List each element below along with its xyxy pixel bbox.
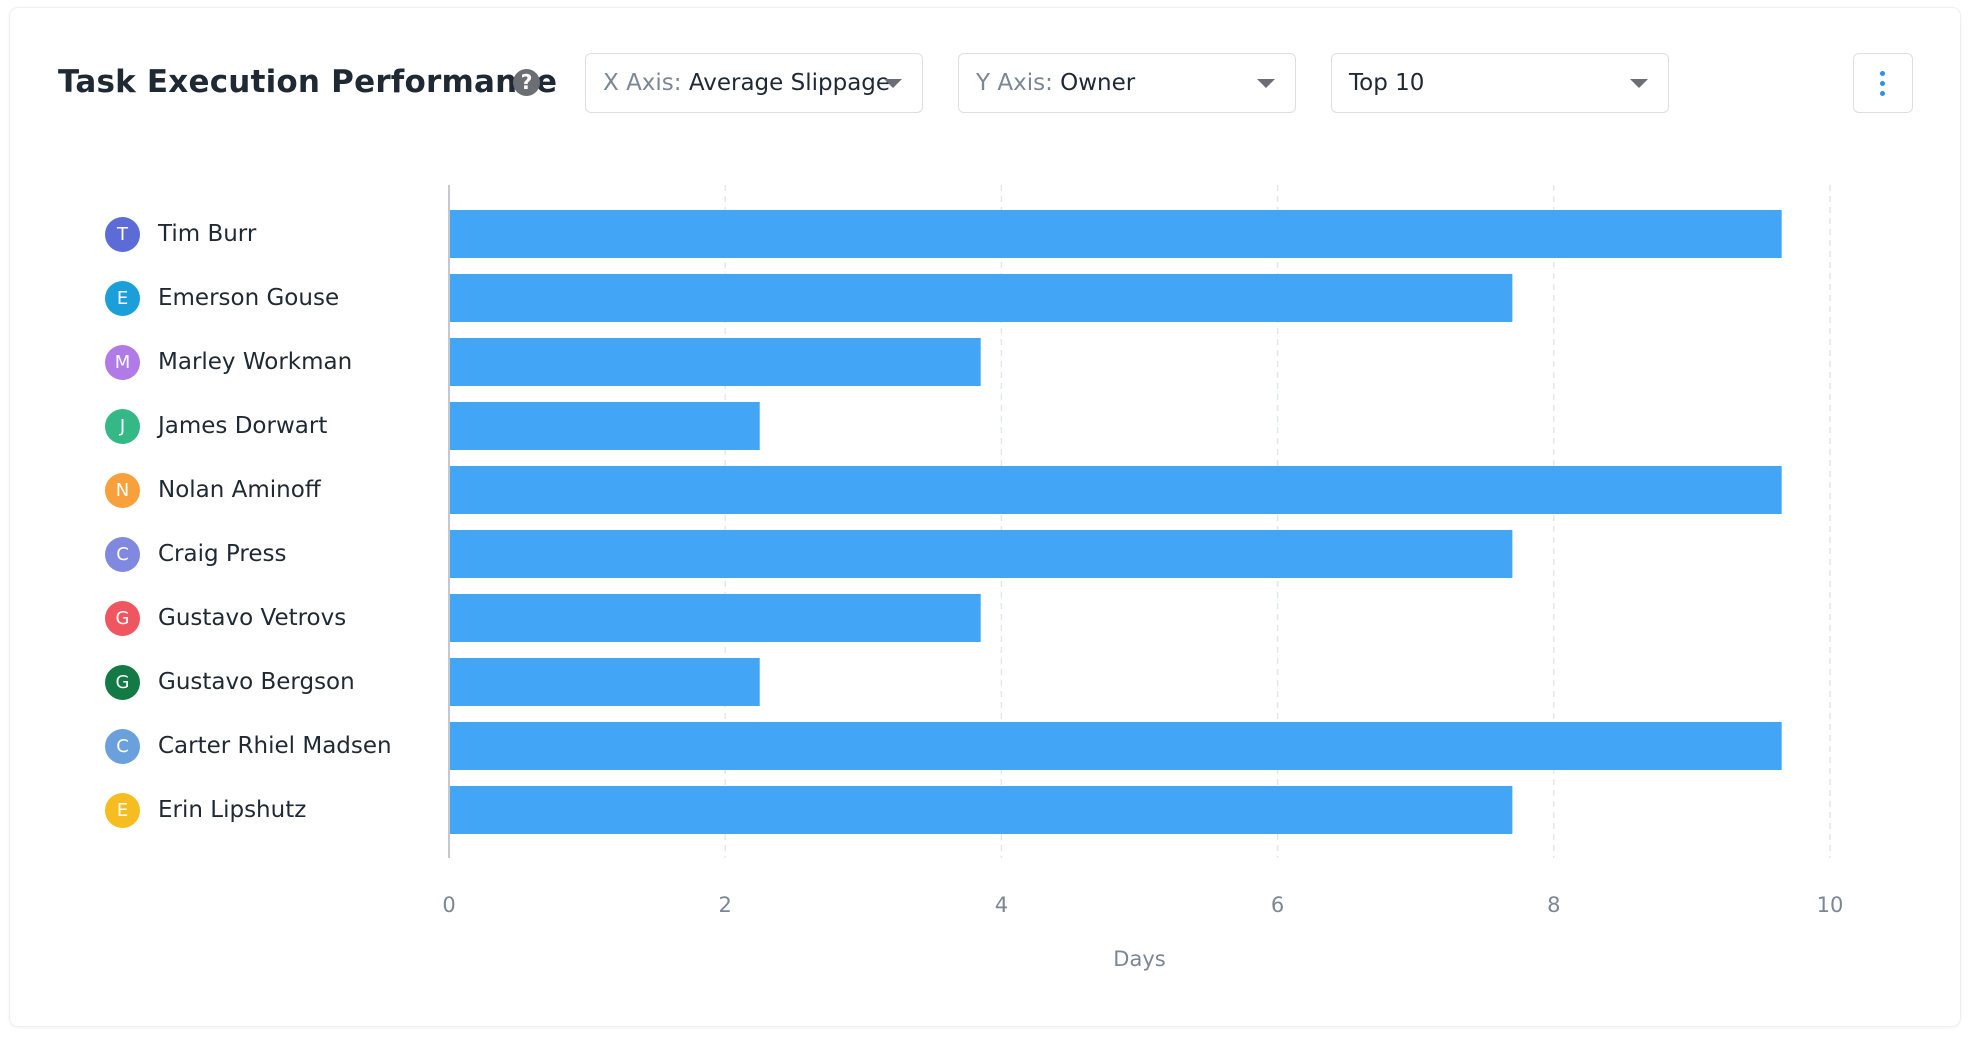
owner-name: Marley Workman [158,349,353,375]
chart-card [10,8,1960,1026]
y-axis-dropdown[interactable]: Y Axis: Owner [958,53,1296,113]
owner-name: Gustavo Vetrovs [158,605,347,631]
avatar: G [105,601,140,636]
owner-name: Gustavo Bergson [158,669,355,695]
avatar: N [105,473,140,508]
bar [450,530,1513,578]
x-tick-label: 8 [1547,893,1560,917]
bar [450,722,1782,770]
chevron-down-icon [884,79,902,88]
chart-title: Task Execution Performance [58,64,558,100]
y-axis-value: Owner [1060,70,1136,96]
chevron-down-icon [1257,79,1275,88]
x-axis-prefix: X Axis: [603,70,682,96]
avatar: E [105,793,140,828]
x-tick-label: 4 [995,893,1008,917]
avatar: E [105,281,140,316]
bar [450,466,1782,514]
x-axis-title: Days [1113,947,1165,971]
x-axis-value: Average Slippage [688,70,891,96]
more-options-button[interactable] [1853,53,1913,113]
y-axis-prefix: Y Axis: [976,70,1053,96]
bar [450,402,760,450]
bar [450,338,981,386]
avatar: M [105,345,140,380]
x-tick-label: 2 [719,893,732,917]
owner-name: Emerson Gouse [158,285,340,311]
x-tick-label: 0 [442,893,455,917]
x-axis-dropdown[interactable]: X Axis: Average Slippage [585,53,923,113]
top-n-value: Top 10 [1349,70,1425,96]
bar [450,658,760,706]
top-n-dropdown[interactable]: Top 10 [1331,53,1669,113]
owner-name: Carter Rhiel Madsen [158,733,392,759]
owner-name: Nolan Aminoff [158,477,321,503]
avatar: T [105,217,140,252]
avatar: G [105,665,140,700]
bar [450,274,1513,322]
x-tick-label: 6 [1271,893,1284,917]
avatar: C [105,537,140,572]
owner-name: Tim Burr [158,221,257,247]
owner-name: Craig Press [158,541,287,567]
x-tick-label: 10 [1817,893,1844,917]
avatar: J [105,409,140,444]
avatar: C [105,729,140,764]
bar [450,594,981,642]
bar [450,210,1782,258]
question-circle-icon[interactable]: ? [513,69,540,96]
owner-name: James Dorwart [158,413,328,439]
chevron-down-icon [1630,79,1648,88]
owner-name: Erin Lipshutz [158,797,307,823]
bar [450,786,1513,834]
